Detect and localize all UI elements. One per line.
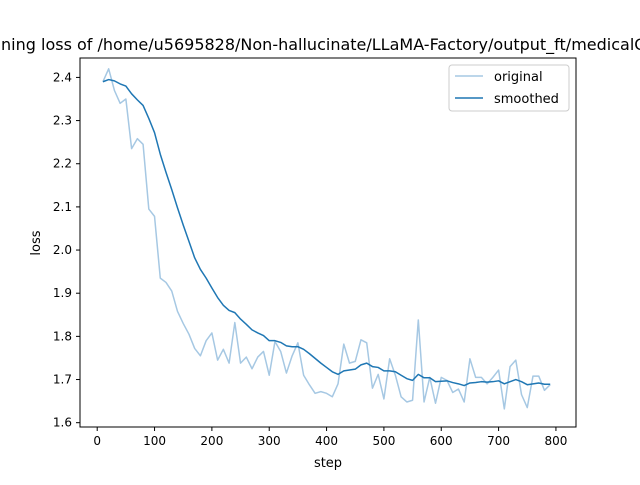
legend-label-smoothed: smoothed bbox=[494, 92, 559, 107]
x-tick-label: 800 bbox=[544, 434, 567, 448]
series-line-original bbox=[102, 68, 551, 410]
x-tick-label: 700 bbox=[487, 434, 510, 448]
series-line-smoothed bbox=[102, 78, 551, 387]
y-tick-label: 1.6 bbox=[53, 416, 72, 430]
x-tick-label: 0 bbox=[93, 434, 101, 448]
y-tick-label: 2.2 bbox=[53, 157, 72, 171]
series-layer bbox=[102, 68, 551, 410]
y-tick-label: 2.0 bbox=[53, 243, 72, 257]
plot-frame bbox=[79, 57, 577, 428]
y-tick-label: 2.1 bbox=[53, 200, 72, 214]
x-tick-label: 500 bbox=[372, 434, 395, 448]
x-tick-label: 600 bbox=[430, 434, 453, 448]
x-tick-label: 100 bbox=[143, 434, 166, 448]
chart-title: training loss of /home/u5695828/Non-hall… bbox=[0, 35, 640, 55]
x-axis-label: step bbox=[314, 456, 342, 471]
y-tick-label: 1.8 bbox=[53, 329, 72, 343]
x-tick-label: 400 bbox=[315, 434, 338, 448]
y-axis-label: loss bbox=[29, 230, 44, 255]
y-tick-label: 2.4 bbox=[53, 70, 72, 84]
x-axis: 0 100 200 300 400 500 600 700 800 bbox=[93, 427, 567, 448]
y-tick-label: 1.7 bbox=[53, 373, 72, 387]
y-tick-label: 2.3 bbox=[53, 114, 72, 128]
x-tick-label: 300 bbox=[258, 434, 281, 448]
y-tick-label: 1.9 bbox=[53, 286, 72, 300]
y-axis: 1.6 1.7 1.8 1.9 2.0 2.1 2.2 2.3 2.4 bbox=[53, 70, 80, 430]
legend: original smoothed bbox=[448, 64, 570, 112]
x-tick-label: 200 bbox=[200, 434, 223, 448]
legend-label-original: original bbox=[494, 70, 543, 85]
